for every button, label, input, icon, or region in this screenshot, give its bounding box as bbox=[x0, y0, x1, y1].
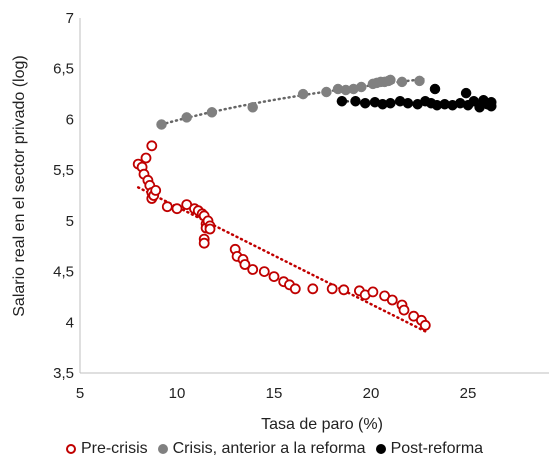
y-axis-title-group: Salario real en el sector privado (log) bbox=[11, 55, 28, 316]
y-tick-labels: 3,5 4 4,5 5 5,5 6 6,5 7 bbox=[53, 10, 74, 382]
x-axis-title: Tasa de paro (%) bbox=[261, 416, 383, 433]
pre-crisis-point bbox=[289, 283, 301, 295]
x-tick-label: 10 bbox=[169, 385, 186, 402]
pre-crisis-point bbox=[338, 284, 350, 296]
post-reforma-point bbox=[359, 97, 371, 109]
data-points bbox=[132, 74, 497, 331]
legend-label-post-reforma: Post-reforma bbox=[390, 440, 484, 457]
crisis-point bbox=[356, 81, 367, 93]
pre-crisis-point bbox=[258, 266, 270, 278]
x-tick-label: 15 bbox=[266, 385, 283, 402]
y-tick-label: 4,5 bbox=[53, 264, 74, 281]
scatter-chart: Salario real en el sector privado (log) … bbox=[11, 10, 549, 433]
y-axis-title: Salario real en el sector privado (log) bbox=[11, 55, 28, 316]
legend: Pre-crisis Crisis, anterior a la reforma… bbox=[0, 437, 549, 461]
pre-crisis-point bbox=[398, 304, 410, 316]
x-tick-label: 25 bbox=[460, 385, 477, 402]
legend-item-crisis: Crisis, anterior a la reforma bbox=[157, 440, 366, 458]
crisis-point bbox=[156, 119, 167, 130]
crisis-point bbox=[297, 88, 309, 100]
y-tick-label: 5 bbox=[66, 213, 74, 230]
y-tick-label: 6 bbox=[66, 111, 74, 128]
post-reforma-point bbox=[385, 97, 396, 109]
y-tick-label: 7 bbox=[66, 10, 74, 27]
crisis-point bbox=[321, 86, 332, 98]
legend-label-crisis: Crisis, anterior a la reforma bbox=[172, 440, 366, 457]
post-reforma-point bbox=[460, 87, 472, 99]
legend-marker-post-reforma bbox=[375, 444, 386, 454]
crisis-point bbox=[181, 112, 192, 123]
post-reforma-point bbox=[402, 97, 414, 109]
pre-crisis-point bbox=[307, 283, 319, 295]
crisis-point bbox=[414, 75, 425, 87]
pre-crisis-point bbox=[150, 184, 162, 196]
trendline-pre-crisis bbox=[136, 186, 427, 333]
y-tick-label: 6,5 bbox=[53, 61, 74, 78]
crisis-point bbox=[385, 74, 396, 86]
pre-crisis-point bbox=[247, 264, 259, 275]
pre-crisis-point bbox=[204, 223, 216, 235]
pre-crisis-point bbox=[419, 319, 431, 331]
crisis-point bbox=[206, 107, 218, 118]
crisis-point bbox=[247, 102, 258, 113]
pre-crisis-point bbox=[367, 286, 379, 298]
post-reforma-point bbox=[336, 95, 348, 107]
pre-crisis-point bbox=[326, 283, 338, 295]
legend-label-pre-crisis: Pre-crisis bbox=[80, 440, 148, 457]
y-tick-label: 4 bbox=[66, 314, 74, 331]
x-tick-label: 5 bbox=[76, 385, 84, 402]
pre-crisis-point bbox=[146, 140, 158, 152]
post-reforma-point bbox=[486, 100, 497, 112]
pre-crisis-point bbox=[268, 271, 280, 283]
x-tick-labels: 51015202530 bbox=[76, 385, 477, 402]
y-tick-label: 5,5 bbox=[53, 162, 74, 179]
trendline-crisis bbox=[160, 77, 427, 126]
post-reforma-point bbox=[350, 95, 361, 107]
legend-marker-pre-crisis bbox=[65, 444, 76, 454]
pre-crisis-point bbox=[161, 201, 173, 213]
pre-crisis-point bbox=[140, 152, 152, 164]
pre-crisis-point bbox=[171, 203, 183, 215]
legend-item-post-reforma: Post-reforma bbox=[375, 440, 484, 458]
pre-crisis-point bbox=[386, 294, 398, 306]
pre-crisis-point bbox=[239, 259, 251, 270]
legend-marker-crisis bbox=[157, 444, 168, 454]
pre-crisis-point bbox=[198, 237, 210, 249]
x-tick-label: 20 bbox=[363, 385, 380, 402]
y-tick-label: 3,5 bbox=[53, 365, 74, 382]
legend-item-pre-crisis: Pre-crisis bbox=[65, 440, 148, 458]
post-reforma-point bbox=[429, 83, 441, 95]
crisis-point bbox=[396, 76, 408, 88]
